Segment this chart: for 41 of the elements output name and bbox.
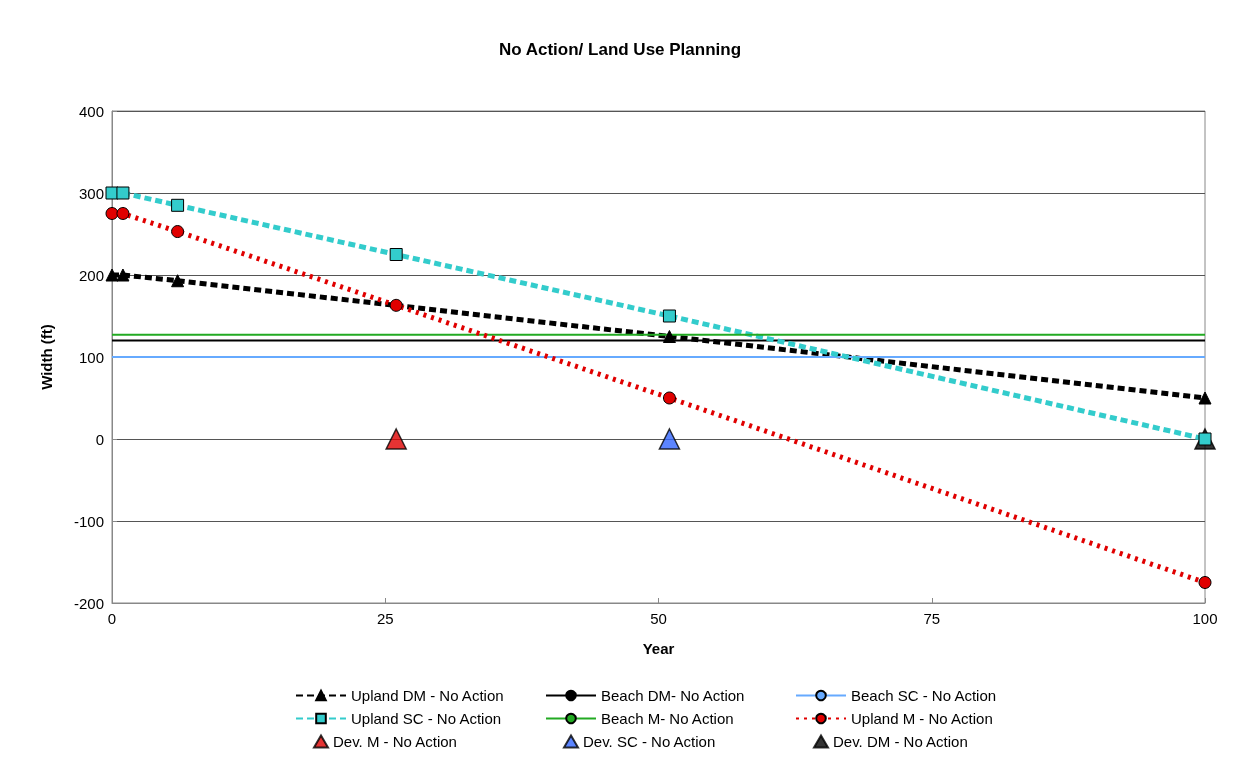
x-tick-label: 100 (1192, 610, 1218, 627)
x-tick-label: 50 (650, 610, 667, 627)
legend-label: Upland DM - No Action (351, 687, 504, 704)
x-axis-title: Year (642, 640, 675, 657)
legend-label: Dev. SC - No Action (583, 733, 716, 750)
legend-label: Beach SC - No Action (851, 687, 997, 704)
legend-label: Beach DM- No Action (601, 687, 745, 704)
point (1198, 391, 1212, 405)
y-tick-label: 300 (78, 184, 104, 202)
y-tick-label: 100 (78, 348, 104, 366)
x-tick-label: 75 (923, 610, 941, 627)
chart-title: No Action/ Land Use Planning (498, 40, 742, 59)
y-tick-label: 0 (95, 430, 104, 448)
point (662, 330, 676, 343)
point (662, 309, 676, 323)
y-tick-label: -100 (73, 512, 104, 530)
y-tick-label: -200 (73, 594, 104, 612)
point (389, 298, 403, 312)
point (105, 268, 119, 282)
point (171, 198, 185, 212)
point (171, 274, 185, 288)
x-tick-label: 0 (107, 610, 117, 627)
point (116, 186, 130, 200)
legend-label: Dev. DM - No Action (833, 733, 968, 750)
legend-label: Dev. M - No Action (333, 733, 457, 750)
legend-label: Upland M - No Action (851, 710, 993, 727)
point (116, 268, 130, 282)
point (658, 428, 681, 450)
point (171, 225, 185, 239)
point (389, 248, 403, 261)
point (385, 428, 407, 450)
legend-label: Upland SC - No Action (351, 710, 502, 727)
point (105, 207, 119, 220)
point (662, 391, 676, 405)
point (116, 207, 130, 220)
y-axis-title: Width (ft) (38, 324, 55, 390)
y-tick-label: 200 (78, 266, 104, 284)
point (1198, 576, 1212, 589)
x-tick-label: 25 (376, 610, 394, 627)
y-tick-label: 400 (78, 102, 104, 120)
legend-label: Beach M- No Action (601, 710, 734, 727)
